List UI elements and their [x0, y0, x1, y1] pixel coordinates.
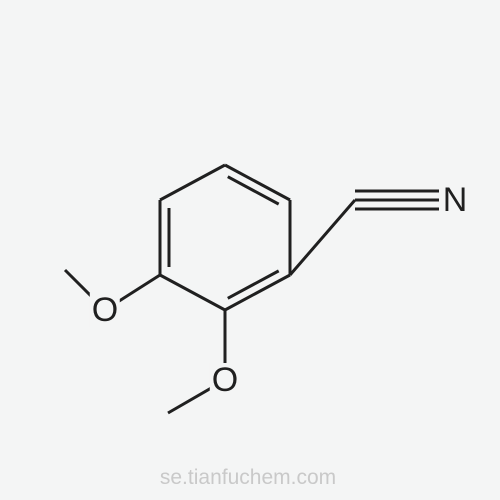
atom-label-O1: O — [90, 293, 120, 327]
atom-label-O2: O — [210, 363, 240, 397]
bond-layer — [0, 0, 500, 500]
watermark-text: se.tianfuchem.com — [160, 466, 336, 490]
structure-canvas: O O N se.tianfuchem.com — [0, 0, 500, 500]
atom-label-N1: N — [441, 183, 470, 217]
